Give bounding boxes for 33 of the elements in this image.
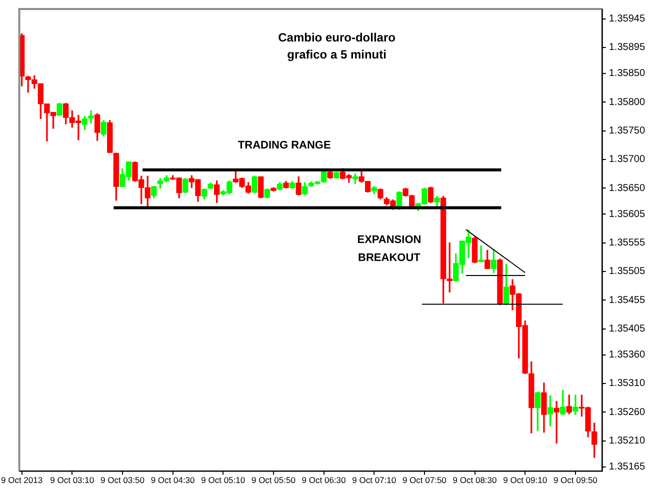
x-tick-label: 9 Oct 08:30 xyxy=(452,475,498,486)
y-tick-label: 1.35895 xyxy=(608,42,646,54)
y-tick-label: 1.35310 xyxy=(608,378,646,390)
y-tick-label: 1.35505 xyxy=(608,266,646,278)
x-tick-label: 9 Oct 09:10 xyxy=(503,475,548,486)
x-tick-label: 9 Oct 07:10 xyxy=(352,475,396,486)
annotation: TRADING RANGE xyxy=(238,139,331,152)
y-tick-label: 1.35210 xyxy=(608,436,646,447)
text: grafico a 5 minuti xyxy=(287,47,386,62)
y-tick-label: 1.35605 xyxy=(608,208,646,220)
x-tick-label: 9 Oct 2013 xyxy=(1,475,43,486)
y-tick-label: 1.35405 xyxy=(608,324,646,335)
x-tick-label: 9 Oct 03:10 xyxy=(50,475,94,486)
y-tick-label: 1.35165 xyxy=(608,462,646,473)
y-tick-label: 1.35850 xyxy=(608,68,646,80)
y-tick-label: 1.35650 xyxy=(608,182,646,194)
x-tick-label: 9 Oct 05:10 xyxy=(201,475,246,486)
y-tick-label: 1.35750 xyxy=(608,126,646,137)
x-tick-label: 9 Oct 06:30 xyxy=(302,475,346,486)
text: Cambio euro-dollaro xyxy=(278,30,396,44)
x-tick-label: 9 Oct 05:50 xyxy=(251,475,296,486)
y-tick-label: 1.35555 xyxy=(608,238,646,249)
x-tick-label: 9 Oct 07:50 xyxy=(402,475,447,486)
y-tick-label: 1.35800 xyxy=(608,96,646,108)
annotation: EXPANSION BREAKOUT xyxy=(357,234,422,264)
y-tick-label: 1.35700 xyxy=(608,154,646,166)
x-tick-label: 9 Oct 09:50 xyxy=(553,475,598,486)
x-tick-label: 9 Oct 03:50 xyxy=(100,475,145,486)
y-tick-label: 1.35455 xyxy=(608,294,646,306)
y-tick-label: 1.35360 xyxy=(608,350,646,361)
y-tick-label: 1.35945 xyxy=(608,14,646,25)
x-tick-label: 9 Oct 04:30 xyxy=(150,475,196,486)
y-tick-label: 1.35260 xyxy=(608,406,646,418)
